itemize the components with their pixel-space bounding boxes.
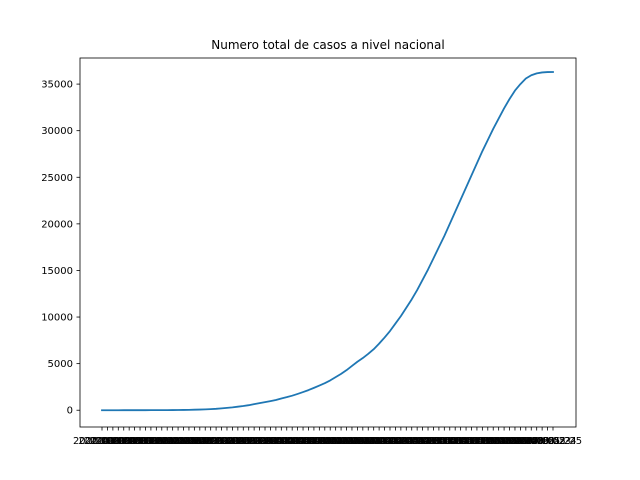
- y-tick-label: 15000: [41, 266, 73, 277]
- x-tick-label: 2020-05-19: [491, 436, 549, 447]
- x-tick-label: 2020-04-17: [317, 436, 375, 447]
- x-tick-label: 2020-03-11: [116, 436, 174, 447]
- x-tick-label: 2020-05-17: [480, 436, 538, 447]
- x-tick-label: 2020-04-09: [274, 436, 332, 447]
- x-tick-label: 2020-04-30: [388, 436, 446, 447]
- x-tick-label: 2020-04-27: [372, 436, 430, 447]
- x-tick-label: 2020-04-04: [247, 436, 305, 447]
- x-tick-label: 2020-03-16: [144, 436, 202, 447]
- x-tick-label: 2020-04-11: [285, 436, 343, 447]
- x-tick-label: 2020-03-14: [133, 436, 191, 447]
- x-tick-label: 2020-05-14: [464, 436, 522, 447]
- x-tick-label: 2020-04-05: [252, 436, 310, 447]
- x-tick-label: 2020-05-22: [508, 436, 566, 447]
- x-tick-label: 2020-03-29: [214, 436, 272, 447]
- x-tick-label: 2020-03-08: [100, 436, 158, 447]
- series-line: [101, 71, 554, 412]
- x-tick-label: 2020-04-25: [361, 436, 419, 447]
- x-tick-label: 2020-05-06: [421, 436, 479, 447]
- y-tick-label: 35000: [41, 80, 73, 91]
- x-tick-label: 2020-03-03: [73, 436, 131, 447]
- x-tick-label: 2020-05-15: [470, 436, 528, 447]
- x-tick-label: 2020-04-22: [345, 436, 403, 447]
- x-tick-label: 2020-03-10: [111, 436, 169, 447]
- y-tick-label: 0: [67, 406, 73, 417]
- x-tick-label: 2020-05-18: [486, 436, 544, 447]
- x-tick-label: 2020-04-29: [383, 436, 441, 447]
- x-tick-label: 2020-05-10: [442, 436, 500, 447]
- x-tick-label: 2020-04-23: [350, 436, 408, 447]
- x-tick-label: 2020-03-12: [122, 436, 180, 447]
- x-tick-label: 2020-03-04: [78, 436, 136, 447]
- x-tick-label: 2020-05-25: [524, 436, 582, 447]
- x-tick-label: 2020-04-14: [301, 436, 359, 447]
- x-tick-label: 2020-03-05: [84, 436, 142, 447]
- x-tick-label: 2020-03-28: [209, 436, 267, 447]
- x-tick-label: 2020-04-15: [307, 436, 365, 447]
- x-tick-label: 2020-03-18: [154, 436, 212, 447]
- x-tick-label: 2020-03-30: [220, 436, 278, 447]
- x-tick-label: 2020-04-21: [339, 436, 397, 447]
- x-tick-label: 2020-04-19: [328, 436, 386, 447]
- x-tick-label: 2020-05-04: [410, 436, 468, 447]
- x-tick-label: 2020-03-17: [149, 436, 207, 447]
- x-tick-label: 2020-04-20: [334, 436, 392, 447]
- x-tick-label: 2020-04-10: [279, 436, 337, 447]
- x-tick-label: 2020-05-20: [497, 436, 555, 447]
- x-tick-label: 2020-05-21: [502, 436, 560, 447]
- x-tick-label: 2020-05-24: [519, 436, 577, 447]
- x-tick-label: 2020-05-08: [432, 436, 490, 447]
- x-tick-label: 2020-05-23: [513, 436, 571, 447]
- x-tick-label: 2020-04-01: [231, 436, 289, 447]
- x-tick-label: 2020-03-07: [95, 436, 153, 447]
- x-tick-label: 2020-03-31: [225, 436, 283, 447]
- x-tick-label: 2020-03-15: [138, 436, 196, 447]
- x-tick-label: 2020-05-01: [394, 436, 452, 447]
- plot-frame: [79, 57, 577, 428]
- x-tick-label: 2020-03-13: [127, 436, 185, 447]
- x-tick-label: 2020-05-02: [399, 436, 457, 447]
- x-tick-label: 2020-03-27: [203, 436, 261, 447]
- x-tick-label: 2020-03-24: [187, 436, 245, 447]
- y-tick-label: 25000: [41, 173, 73, 184]
- x-tick-label: 2020-03-06: [89, 436, 147, 447]
- x-tick-label: 2020-04-07: [263, 436, 321, 447]
- x-tick-label: 2020-04-06: [258, 436, 316, 447]
- x-tick-label: 2020-05-07: [426, 436, 484, 447]
- x-tick-label: 2020-03-21: [171, 436, 229, 447]
- y-tick-label: 10000: [41, 313, 73, 324]
- x-tick-label: 2020-04-28: [377, 436, 435, 447]
- x-tick-label: 2020-05-09: [437, 436, 495, 447]
- y-tick-label: 20000: [41, 219, 73, 230]
- x-tick-label: 2020-03-22: [176, 436, 234, 447]
- x-tick-label: 2020-03-20: [165, 436, 223, 447]
- y-tick-label: 30000: [41, 126, 73, 137]
- x-tick-label: 2020-04-16: [312, 436, 370, 447]
- x-tick-label: 2020-04-13: [296, 436, 354, 447]
- x-tick-label: 2020-04-08: [269, 436, 327, 447]
- x-tick-label: 2020-03-23: [182, 436, 240, 447]
- x-tick-label: 2020-05-13: [459, 436, 517, 447]
- x-tick-label: 2020-04-02: [236, 436, 294, 447]
- x-tick-label: 2020-04-03: [241, 436, 299, 447]
- x-tick-label: 2020-03-26: [198, 436, 256, 447]
- x-tick-label: 2020-03-09: [106, 436, 164, 447]
- x-tick-label: 2020-05-11: [448, 436, 506, 447]
- x-tick-label: 2020-05-05: [415, 436, 473, 447]
- x-tick-label: 2020-04-26: [366, 436, 424, 447]
- y-axis: 0 5000 10000 15000 20000 25000 30000 35000: [41, 80, 80, 417]
- x-tick-label: 2020-04-24: [355, 436, 413, 447]
- x-tick-label: 2020-05-16: [475, 436, 533, 447]
- x-tick-label: 2020-04-12: [290, 436, 348, 447]
- x-tick-label: 2020-03-25: [192, 436, 250, 447]
- x-tick-label: 2020-05-03: [404, 436, 462, 447]
- x-axis: 2020-03-032020-03-042020-03-052020-03-06…: [73, 427, 582, 447]
- chart-title: Numero total de casos a nivel nacional: [211, 38, 444, 52]
- x-tick-label: 2020-05-12: [453, 436, 511, 447]
- x-tick-label: 2020-04-18: [323, 436, 381, 447]
- y-tick-label: 5000: [48, 359, 73, 370]
- x-tick-label: 2020-03-19: [160, 436, 218, 447]
